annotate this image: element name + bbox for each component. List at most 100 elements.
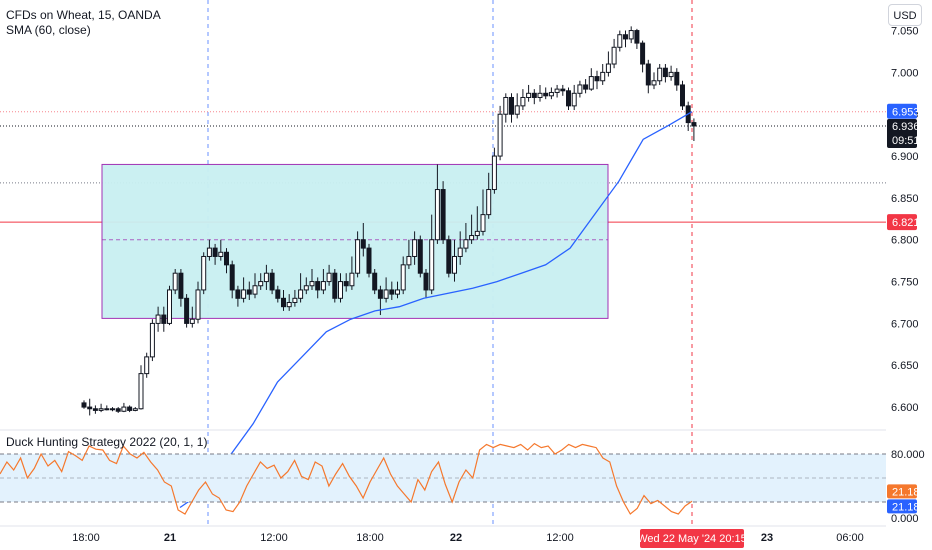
candle	[434, 164, 440, 244]
candle	[680, 80, 685, 111]
candle-body	[349, 272, 355, 287]
candle	[577, 80, 583, 98]
candle-body	[617, 34, 623, 48]
candle	[491, 147, 497, 194]
candle-body	[668, 71, 674, 78]
candle	[195, 281, 201, 324]
candle-body	[657, 67, 663, 82]
candle	[623, 30, 628, 48]
candle	[121, 402, 127, 413]
candle-body	[258, 281, 264, 287]
osc-pill-blue	[887, 499, 917, 514]
candle	[292, 289, 298, 307]
candle-body	[212, 247, 218, 257]
candle-body	[155, 314, 161, 324]
candle	[543, 87, 549, 100]
price-tick-label: 6.850	[891, 193, 919, 205]
candle	[281, 289, 286, 311]
candle	[127, 405, 133, 413]
candle	[554, 84, 560, 98]
candle	[674, 68, 680, 91]
candle-body	[206, 247, 212, 257]
candle	[429, 214, 435, 295]
candle	[583, 79, 589, 94]
sma-price-pill	[887, 103, 917, 119]
candle	[81, 400, 87, 409]
indicator-legend[interactable]: Duck Hunting Strategy 2022 (20, 1, 1)	[6, 435, 208, 449]
sma-price-label: 6.953	[892, 107, 920, 119]
candle-body	[440, 189, 446, 241]
osc-value-orange: 21.181	[892, 486, 926, 498]
candle-body	[486, 189, 492, 216]
time-tick-label: 12:00	[260, 532, 288, 544]
candle-body	[514, 105, 520, 115]
candle-body	[127, 406, 133, 411]
candle	[452, 239, 457, 282]
price-tick-label: 6.750	[891, 277, 919, 289]
candle	[229, 260, 235, 299]
candle	[366, 243, 372, 278]
candle	[640, 40, 646, 73]
level-price-pill	[887, 214, 917, 231]
candle-body	[691, 122, 697, 127]
time-tick-label: 23	[761, 532, 773, 544]
candle	[104, 405, 110, 411]
candle	[486, 172, 492, 219]
candle-body	[110, 408, 115, 411]
candle-body	[417, 239, 423, 274]
candle-body	[115, 408, 121, 412]
candle	[509, 93, 514, 123]
candle-body	[583, 84, 589, 90]
bar-countdown-label: 09:51	[892, 135, 920, 147]
candle	[474, 206, 480, 240]
candle-body	[594, 76, 600, 82]
candle-body	[520, 96, 526, 107]
candle-body	[178, 272, 184, 299]
oscillator-pane	[0, 442, 886, 515]
candle-body	[457, 247, 463, 257]
candle-body	[429, 239, 435, 291]
candle	[651, 72, 657, 90]
candle	[520, 89, 526, 111]
price-tick-label: 6.800	[891, 235, 919, 247]
candle-body	[104, 408, 110, 411]
candle	[161, 306, 167, 332]
sma-legend[interactable]: SMA (60, close)	[6, 23, 91, 37]
candle-body	[286, 301, 292, 308]
candle-body	[674, 71, 680, 86]
candle-body	[281, 297, 286, 308]
candle	[463, 223, 469, 253]
candle	[417, 235, 423, 278]
candle	[634, 28, 640, 49]
osc-tick-label: 0.000	[891, 513, 919, 525]
candle-body	[87, 406, 93, 410]
price-tick-label: 6.650	[891, 360, 919, 372]
price-tick-label: 7.000	[891, 67, 919, 79]
candle-body	[628, 30, 634, 40]
candle-body	[224, 251, 229, 266]
candle-body	[246, 289, 252, 295]
symbol-title: CFDs on Wheat, 15, OANDA	[6, 8, 161, 22]
crosshair-time-pill	[640, 529, 744, 548]
candle	[372, 269, 378, 295]
candle-body	[377, 289, 383, 299]
candle	[514, 93, 520, 119]
candle-body	[121, 406, 127, 412]
candle-body	[469, 235, 475, 241]
candle-body	[605, 63, 611, 73]
candle-body	[645, 63, 651, 86]
candle-body	[269, 272, 275, 291]
candle-body	[309, 281, 315, 287]
candle-body	[680, 84, 685, 107]
price-tick-label: 7.050	[891, 26, 919, 38]
currency-button[interactable]: USD	[888, 4, 922, 26]
candle	[315, 277, 321, 299]
candle	[389, 281, 395, 300]
candle	[212, 243, 218, 265]
candle	[503, 93, 509, 123]
price-tick-label: 6.700	[891, 318, 919, 330]
candle-body	[172, 272, 178, 291]
candle	[400, 256, 406, 295]
level-price-label: 6.821	[892, 217, 920, 229]
